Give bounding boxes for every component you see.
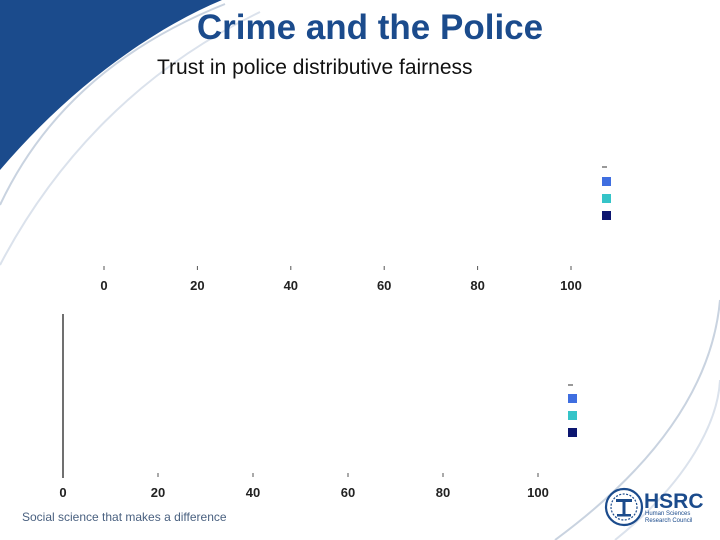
x-tick-label: 60 [377, 278, 391, 293]
x-tick-label: 20 [151, 485, 165, 500]
legend-marker [568, 428, 577, 437]
chart-1: 0 20 40 60 80 100 [100, 166, 611, 293]
hsrc-logo-icon [604, 487, 644, 527]
x-tick-label: 80 [470, 278, 484, 293]
legend-marker [568, 394, 577, 403]
x-tick-label: 60 [341, 485, 355, 500]
swoosh-blue-band [0, 0, 222, 170]
slide-title: Crime and the Police [196, 8, 544, 47]
legend-marker [568, 411, 577, 420]
logo-tagline: Human Sciences Research Council [645, 511, 715, 525]
x-tick-label: 80 [436, 485, 450, 500]
x-tick-label: 40 [284, 278, 298, 293]
chart-2: 0 20 40 60 80 100 [59, 314, 577, 500]
hsrc-logo: HSRC Human Sciences Research Council [604, 487, 714, 533]
swoosh-arc-right-1 [554, 299, 720, 540]
x-tick-label: 20 [190, 278, 204, 293]
logo-tagline-line2: Research Council [645, 518, 693, 524]
x-tick-label: 40 [246, 485, 260, 500]
swoosh-arc-2 [0, 11, 261, 266]
footer-tagline: Social science that makes a difference [22, 510, 227, 524]
x-tick-label: 100 [527, 485, 549, 500]
legend-marker [602, 194, 611, 203]
swoosh-arc-1 [0, 3, 226, 206]
x-tick-label: 0 [59, 485, 66, 500]
logo-wordmark: HSRC [644, 490, 704, 513]
logo-tagline-line1: Human Sciences [645, 511, 691, 517]
x-tick-label: 0 [100, 278, 107, 293]
legend-marker [602, 211, 611, 220]
chart-subtitle: Trust in police distributive fairness [157, 56, 473, 79]
swoosh-arc-right-2 [614, 379, 720, 540]
legend-marker [602, 177, 611, 186]
x-tick-label: 100 [560, 278, 582, 293]
